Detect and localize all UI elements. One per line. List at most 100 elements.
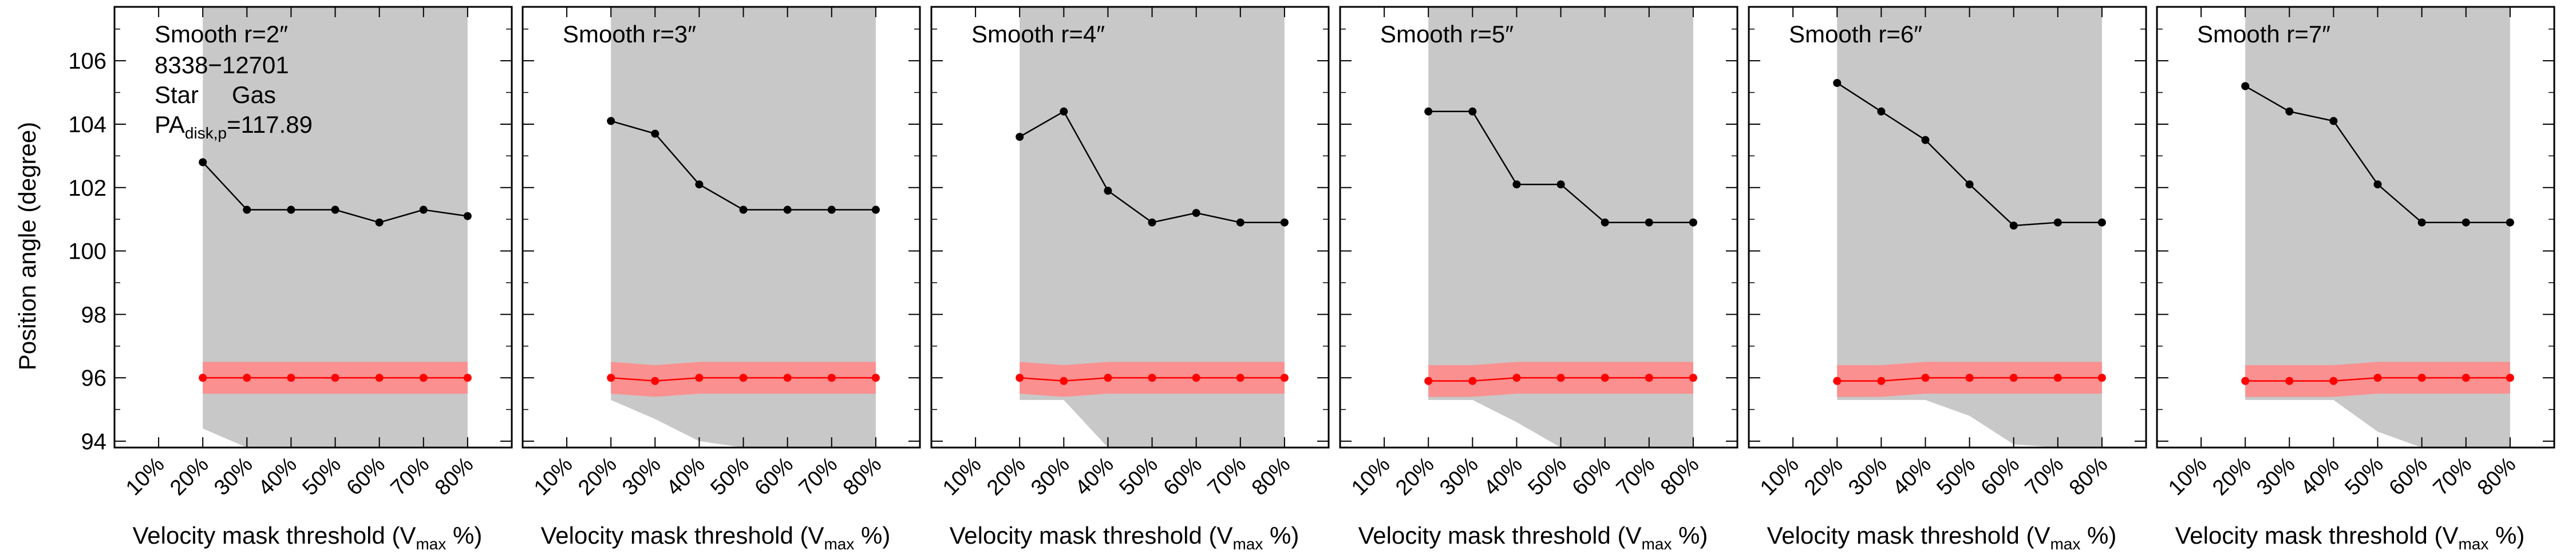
x-tick-label: 10%: [2164, 453, 2211, 500]
gas-point: [2053, 374, 2062, 382]
gas-point: [695, 374, 704, 382]
x-tick-label: 40%: [254, 453, 301, 500]
gas-point: [463, 374, 472, 382]
star-point: [1833, 78, 1842, 87]
gas-point: [783, 374, 792, 382]
gas-point: [199, 374, 207, 382]
x-tick-label: 80%: [1247, 453, 1295, 500]
y-tick-label: 104: [68, 112, 106, 137]
star-point: [1645, 218, 1653, 227]
x-tick-label: 70%: [386, 453, 434, 500]
gas-point: [2097, 374, 2106, 382]
y-tick-label: 100: [68, 239, 106, 264]
gas-point: [1192, 374, 1200, 382]
star-point: [1148, 218, 1156, 227]
x-tick-label: 30%: [1026, 453, 1074, 500]
star-point: [199, 158, 207, 167]
x-tick-label: 50%: [1523, 453, 1571, 500]
star-point: [1556, 180, 1565, 189]
gas-point: [607, 374, 615, 382]
x-axis-label: Velocity mask threshold (Vmax %): [1767, 522, 2117, 553]
gas-point: [1060, 377, 1068, 385]
star-point: [2241, 82, 2250, 90]
x-tick-label: 40%: [2296, 453, 2344, 500]
gas-point: [739, 374, 748, 382]
y-tick-label: 102: [68, 176, 106, 201]
star-point: [287, 205, 295, 214]
gas-point: [375, 374, 384, 382]
y-tick-label: 98: [81, 302, 107, 327]
panel-1: 10%20%30%40%50%60%70%80% 94 96 98 100 102 104 1…: [68, 6, 513, 553]
plot-frame: [2156, 6, 2555, 449]
star-point: [463, 212, 472, 220]
x-tick-label: 40%: [662, 453, 709, 500]
x-tick-label: 80%: [1656, 453, 1704, 500]
x-tick-label: 70%: [795, 453, 842, 500]
x-tick-label: 50%: [706, 453, 753, 500]
x-tick-label: 10%: [1347, 453, 1394, 500]
star-point: [2009, 221, 2018, 230]
gas-point: [1468, 377, 1477, 385]
gas-point: [1645, 374, 1653, 382]
panel-title: Smooth r=2″: [155, 21, 288, 48]
panel-5: 10%20%30%40%50%60%70%80% Smooth r=6″ Veloc…: [1748, 6, 2147, 553]
x-tick-label: 30%: [210, 453, 257, 500]
gas-point: [2241, 377, 2250, 385]
gas-point: [1104, 374, 1112, 382]
x-tick-label: 50%: [2340, 453, 2388, 500]
gas-point: [651, 377, 659, 385]
gas-point: [1965, 374, 1974, 382]
star-point: [1965, 180, 1974, 189]
star-point: [1236, 218, 1244, 227]
gas-point: [1921, 374, 1930, 382]
x-tick-label: 70%: [2429, 453, 2476, 500]
star-point: [1689, 218, 1697, 227]
shaded-region: [2245, 7, 2510, 448]
x-tick-label: 60%: [1159, 453, 1207, 500]
star-point: [1016, 133, 1024, 141]
star-point: [2329, 117, 2338, 125]
x-tick-label: 70%: [1203, 453, 1251, 500]
plot-frame: [521, 6, 921, 449]
panel-4: 10%20%30%40%50%60%70%80% Smooth r=5″ Veloc…: [1339, 6, 1739, 553]
star-point: [2285, 107, 2294, 116]
x-tick-label: 50%: [298, 453, 345, 500]
star-point: [2097, 218, 2106, 227]
x-axis-label: Velocity mask threshold (Vmax %): [2175, 522, 2525, 553]
star-point: [1192, 209, 1200, 217]
gas-point: [2506, 374, 2514, 382]
x-tick-label: 10%: [121, 453, 169, 500]
gas-point: [1556, 374, 1565, 382]
panel-title: Smooth r=5″: [1380, 21, 1514, 48]
gas-point: [871, 374, 880, 382]
star-point: [1512, 180, 1521, 189]
legend-gas: Gas: [232, 81, 276, 108]
star-point: [1280, 218, 1289, 227]
plot-frame: [113, 6, 513, 449]
gas-point: [287, 374, 295, 382]
gas-point: [1424, 377, 1433, 385]
gas-point: [419, 374, 428, 382]
star-point: [2462, 218, 2470, 227]
shaded-region: [611, 7, 876, 448]
star-point: [2053, 218, 2062, 227]
gas-point: [1689, 374, 1697, 382]
star-point: [1601, 218, 1609, 227]
gas-point: [1601, 374, 1609, 382]
x-tick-label: 20%: [165, 453, 213, 500]
plot-frame: [1339, 6, 1739, 449]
gas-point: [1016, 374, 1024, 382]
gas-point: [331, 374, 339, 382]
gas-point: [2009, 374, 2018, 382]
x-tick-label: 30%: [1435, 453, 1483, 500]
shaded-region: [203, 7, 468, 448]
x-tick-label: 60%: [750, 453, 798, 500]
star-point: [1104, 187, 1112, 195]
star-point: [419, 205, 428, 214]
star-point: [695, 180, 704, 189]
panel-title: Smooth r=7″: [2197, 21, 2330, 48]
x-tick-label: 30%: [1844, 453, 1891, 500]
x-tick-label: 60%: [1568, 453, 1615, 500]
x-tick-label: 80%: [839, 453, 886, 500]
